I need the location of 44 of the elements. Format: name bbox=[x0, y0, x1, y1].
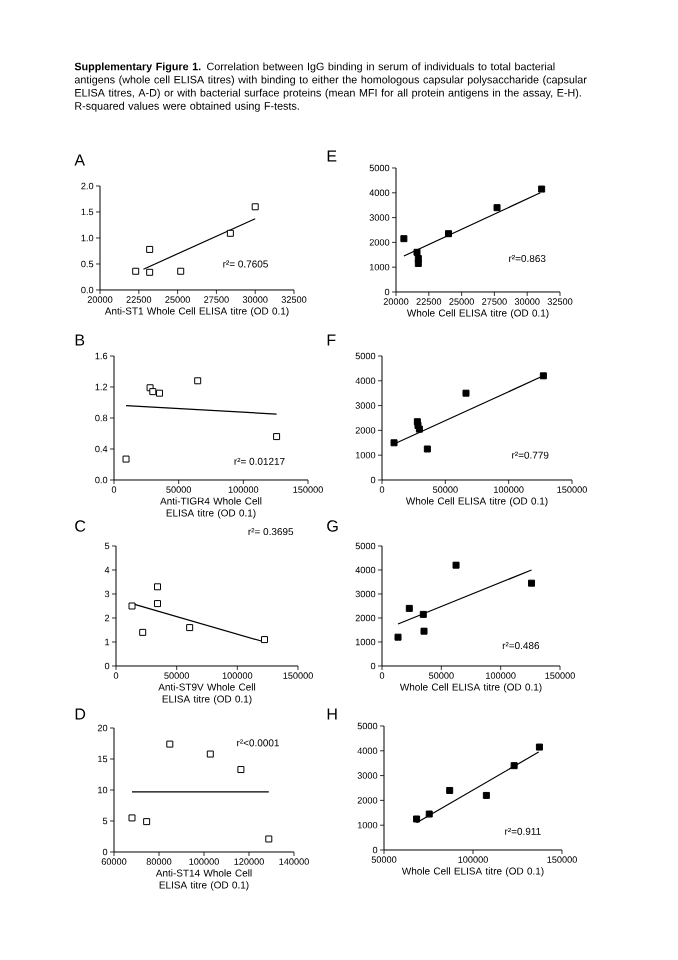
point bbox=[413, 248, 421, 256]
point bbox=[186, 624, 194, 632]
point bbox=[128, 814, 136, 822]
point bbox=[420, 627, 428, 635]
point bbox=[226, 229, 234, 237]
point bbox=[251, 203, 259, 211]
point bbox=[122, 455, 130, 463]
point bbox=[539, 372, 547, 380]
point bbox=[273, 433, 281, 441]
point bbox=[413, 815, 421, 823]
point bbox=[535, 743, 543, 751]
point bbox=[154, 583, 161, 591]
point bbox=[394, 633, 402, 641]
point bbox=[538, 185, 546, 193]
point bbox=[493, 204, 501, 212]
point bbox=[177, 267, 185, 275]
point bbox=[462, 389, 470, 397]
point bbox=[166, 740, 174, 748]
point bbox=[510, 762, 518, 770]
point bbox=[452, 561, 460, 569]
point bbox=[146, 268, 154, 276]
point bbox=[425, 810, 433, 818]
point bbox=[156, 389, 164, 397]
point bbox=[419, 610, 427, 618]
point bbox=[400, 235, 408, 243]
point bbox=[143, 818, 151, 826]
point bbox=[414, 259, 422, 267]
point bbox=[132, 267, 140, 275]
point bbox=[154, 600, 161, 608]
point bbox=[405, 604, 413, 612]
point bbox=[128, 602, 136, 610]
point bbox=[482, 791, 490, 799]
point bbox=[194, 377, 202, 385]
point bbox=[265, 835, 273, 843]
point bbox=[390, 439, 398, 447]
point bbox=[444, 230, 452, 238]
point bbox=[206, 750, 214, 758]
point bbox=[146, 245, 154, 253]
point bbox=[139, 628, 147, 636]
point bbox=[237, 766, 245, 774]
point bbox=[446, 786, 454, 794]
point bbox=[423, 445, 431, 453]
point bbox=[261, 636, 269, 644]
point bbox=[528, 579, 536, 587]
